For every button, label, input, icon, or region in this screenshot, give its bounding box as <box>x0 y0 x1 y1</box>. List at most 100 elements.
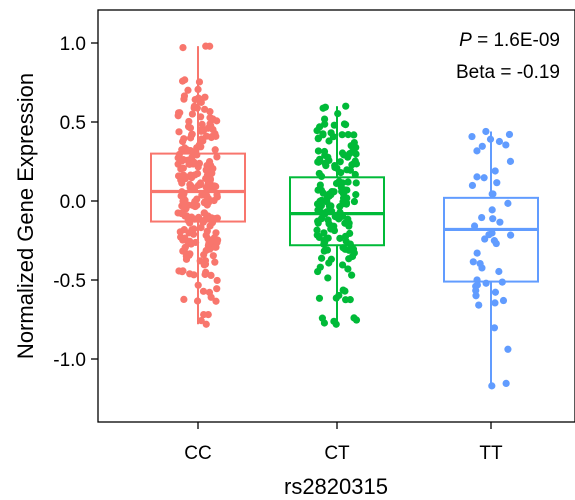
data-point-cc <box>197 127 205 135</box>
data-point-cc <box>175 128 183 136</box>
data-point-tt <box>492 239 500 248</box>
data-point-ct <box>350 138 358 147</box>
data-point-ct <box>316 263 324 271</box>
data-point-ct <box>341 287 349 295</box>
data-point-cc <box>190 158 198 166</box>
x-tick-label-tt: TT <box>479 443 503 464</box>
data-point-cc <box>202 174 210 183</box>
data-point-ct <box>340 200 348 208</box>
p-value: = 1.6E-09 <box>472 30 560 51</box>
data-point-ct <box>341 219 349 227</box>
points-layer <box>174 42 515 390</box>
data-point-ct <box>317 172 326 181</box>
data-point-cc <box>182 255 191 263</box>
data-point-cc <box>204 124 212 132</box>
data-point-cc <box>200 251 208 259</box>
data-point-cc <box>179 189 187 197</box>
data-point-ct <box>331 161 339 170</box>
data-point-cc <box>200 261 208 269</box>
data-point-ct <box>314 147 323 155</box>
data-point-cc <box>199 137 207 145</box>
data-point-cc <box>190 184 199 193</box>
data-point-cc <box>190 102 198 110</box>
y-axis-title: Normalized Gene Expression <box>13 73 38 359</box>
data-point-ct <box>317 186 325 194</box>
p-value-annotation: P = 1.6E-09 <box>459 30 560 51</box>
data-point-cc <box>191 171 199 179</box>
data-point-cc <box>193 151 201 159</box>
data-point-cc <box>201 93 209 101</box>
data-point-cc <box>197 224 205 232</box>
p-label: P <box>459 30 472 51</box>
data-point-cc <box>210 196 218 205</box>
data-point-cc <box>197 317 205 325</box>
data-point-tt <box>472 286 480 295</box>
data-point-ct <box>338 131 346 139</box>
data-point-cc <box>212 182 220 191</box>
y-tick-label: -1.0 <box>53 350 86 371</box>
data-point-ct <box>352 191 360 199</box>
data-point-ct <box>320 319 329 327</box>
data-point-ct <box>325 137 333 145</box>
data-point-ct <box>320 147 329 156</box>
data-point-tt <box>489 190 497 198</box>
data-point-ct <box>327 129 335 137</box>
data-point-tt <box>496 218 504 226</box>
data-point-cc <box>203 201 211 209</box>
data-point-ct <box>344 265 352 273</box>
data-point-tt <box>495 137 504 146</box>
data-point-cc <box>211 243 219 251</box>
data-point-cc <box>194 281 202 289</box>
data-point-cc <box>205 288 214 297</box>
data-point-cc <box>197 143 205 151</box>
data-point-tt <box>504 345 512 353</box>
data-point-tt <box>505 130 514 139</box>
data-point-ct <box>350 131 358 139</box>
data-point-tt <box>469 258 477 266</box>
data-point-tt <box>470 222 479 230</box>
data-point-ct <box>340 151 348 159</box>
data-point-cc <box>178 157 186 165</box>
data-point-cc <box>185 117 193 126</box>
data-point-ct <box>327 255 335 263</box>
data-point-ct <box>344 178 352 186</box>
data-point-ct <box>324 274 332 282</box>
data-point-ct <box>352 316 361 324</box>
data-point-ct <box>332 294 340 302</box>
data-point-cc <box>205 215 213 223</box>
data-point-tt <box>476 259 484 268</box>
beta-annotation: Beta = -0.19 <box>456 62 560 83</box>
data-point-cc <box>211 130 219 138</box>
data-point-ct <box>327 191 335 199</box>
data-point-tt <box>468 132 476 141</box>
data-point-ct <box>313 226 321 234</box>
data-point-tt <box>473 147 481 155</box>
data-point-cc <box>203 192 211 200</box>
box-tt <box>443 196 539 283</box>
data-point-ct <box>342 102 350 110</box>
data-point-ct <box>320 115 329 123</box>
data-point-tt <box>502 379 510 388</box>
data-point-tt <box>480 174 488 182</box>
data-point-cc <box>199 287 208 295</box>
data-point-cc <box>186 250 194 258</box>
data-point-cc <box>175 150 183 159</box>
data-point-tt <box>488 206 496 214</box>
data-point-cc <box>194 85 202 94</box>
data-point-ct <box>327 202 335 210</box>
data-point-cc <box>195 78 204 86</box>
data-point-cc <box>188 130 196 139</box>
data-point-tt <box>502 141 510 149</box>
data-point-ct <box>314 206 322 214</box>
data-point-cc <box>207 271 215 280</box>
data-point-cc <box>200 209 209 217</box>
data-point-cc <box>179 44 187 52</box>
y-tick-label: 1.0 <box>60 34 86 55</box>
data-point-ct <box>349 245 358 253</box>
data-point-ct <box>330 317 338 325</box>
data-point-ct <box>315 123 324 131</box>
x-axis-title: rs2820315 <box>284 474 388 499</box>
data-point-ct <box>334 109 342 118</box>
data-point-cc <box>211 146 219 154</box>
boxes-layer <box>150 46 539 386</box>
